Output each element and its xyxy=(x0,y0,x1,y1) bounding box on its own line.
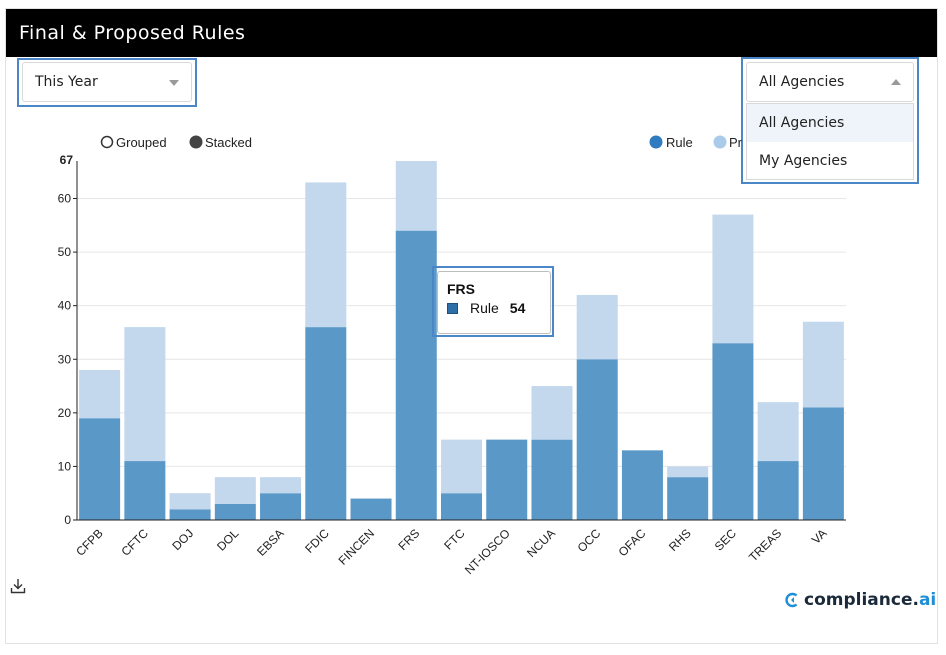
y-tick-label: 60 xyxy=(58,192,72,206)
download-icon[interactable] xyxy=(10,578,26,594)
bar-rule-ofac[interactable] xyxy=(621,450,663,520)
tooltip-swatch xyxy=(447,302,458,314)
bar-rule-rhs[interactable] xyxy=(667,477,709,520)
bar-rule-ebsa[interactable] xyxy=(260,493,302,520)
chevron-up-icon xyxy=(891,79,901,85)
y-tick-label: 50 xyxy=(58,245,72,259)
bar-proposed-ebsa[interactable] xyxy=(260,477,302,494)
x-tick-label: NCUA xyxy=(524,526,558,560)
y-axis-max-label: 67 xyxy=(60,153,74,167)
bar-proposed-ncua[interactable] xyxy=(531,386,573,440)
chevron-down-icon xyxy=(169,80,179,86)
bar-proposed-sec[interactable] xyxy=(712,214,754,344)
bar-proposed-dol[interactable] xyxy=(214,477,256,504)
bar-rule-fdic[interactable] xyxy=(305,327,347,520)
brand-suffix: ai xyxy=(918,590,937,610)
y-tick-label: 40 xyxy=(58,299,72,313)
y-tick-label: 10 xyxy=(58,459,72,473)
x-tick-label: SEC xyxy=(712,526,740,554)
bar-proposed-fdic[interactable] xyxy=(305,182,347,328)
bar-rule-cfpb[interactable] xyxy=(79,418,121,520)
bar-proposed-frs[interactable] xyxy=(395,161,437,231)
x-tick-label: EBSA xyxy=(254,526,287,559)
x-tick-label: DOL xyxy=(214,526,242,554)
bar-proposed-cftc[interactable] xyxy=(124,327,166,462)
mode-grouped-label: Grouped xyxy=(116,135,167,150)
bar-proposed-rhs[interactable] xyxy=(667,466,709,478)
brand-name: compliance. xyxy=(804,590,919,610)
tooltip-series: Rule xyxy=(470,300,499,316)
mode-stacked-label: Stacked xyxy=(205,135,252,150)
period-select-focus-ring xyxy=(17,58,197,107)
x-tick-label: FINCEN xyxy=(336,526,377,567)
bar-proposed-doj[interactable] xyxy=(169,493,211,510)
tooltip-value: 54 xyxy=(509,300,526,316)
legend-rule-dot-icon xyxy=(649,135,663,149)
agency-select-focus-ring xyxy=(741,57,919,184)
bar-proposed-ftc[interactable] xyxy=(441,439,482,494)
period-select[interactable]: This Year xyxy=(22,62,192,102)
y-tick-label: 0 xyxy=(64,513,71,527)
x-tick-label: CFTC xyxy=(118,526,151,559)
bar-proposed-occ[interactable] xyxy=(576,294,618,360)
x-tick-label: FDIC xyxy=(302,526,332,556)
bar-proposed-va[interactable] xyxy=(802,321,844,408)
bar-rule-va[interactable] xyxy=(802,407,844,520)
mode-option-stacked[interactable]: Stacked xyxy=(189,135,252,150)
chart-tooltip: FRS Rule 54 xyxy=(437,271,551,334)
tooltip-row: Rule 54 xyxy=(447,300,550,316)
x-tick-label: DOJ xyxy=(169,526,196,553)
x-tick-label: OFAC xyxy=(616,526,649,559)
bar-rule-doj[interactable] xyxy=(169,509,211,520)
bar-rule-fincen[interactable] xyxy=(350,498,392,520)
agency-select[interactable]: All Agencies xyxy=(746,62,914,102)
agency-select-menu: All Agencies My Agencies xyxy=(746,103,914,180)
mode-option-grouped[interactable]: Grouped xyxy=(100,135,167,150)
tooltip-focus-ring xyxy=(432,266,554,337)
y-tick-label: 30 xyxy=(58,352,72,366)
x-tick-label: OCC xyxy=(575,526,604,555)
x-tick-label: FTC xyxy=(441,526,468,553)
panel-title: Final & Proposed Rules xyxy=(6,9,937,57)
brand-logo: compliance. ai xyxy=(785,588,936,612)
bar-rule-ftc[interactable] xyxy=(441,493,482,520)
bar-rule-frs[interactable] xyxy=(395,230,437,520)
legend-rule-label: Rule xyxy=(666,135,693,150)
bar-rule-nt-iosco[interactable] xyxy=(486,439,528,520)
x-tick-label: FRS xyxy=(396,526,423,553)
bar-rule-cftc[interactable] xyxy=(124,461,166,520)
y-tick-label: 20 xyxy=(58,406,72,420)
period-select-value: This Year xyxy=(35,74,98,90)
x-tick-label: TREAS xyxy=(746,526,784,564)
agency-option-all[interactable]: All Agencies xyxy=(747,104,913,142)
legend-proposed-label: Pr xyxy=(729,135,743,150)
bar-rule-treas[interactable] xyxy=(757,461,799,520)
bar-rule-ncua[interactable] xyxy=(531,439,573,520)
bar-rule-sec[interactable] xyxy=(712,343,754,520)
compliance-logo-icon xyxy=(785,592,798,608)
bar-rule-occ[interactable] xyxy=(576,359,618,520)
radio-empty-icon[interactable] xyxy=(100,135,114,149)
chart-axes: 67 xyxy=(60,153,846,521)
agency-select-value: All Agencies xyxy=(759,74,845,90)
agency-option-mine[interactable]: My Agencies xyxy=(759,153,848,169)
chart-bars xyxy=(79,161,844,520)
legend-item-proposed[interactable]: Pr xyxy=(713,135,743,150)
legend-item-rule[interactable]: Rule xyxy=(649,135,693,150)
x-tick-label: NT-IOSCO xyxy=(462,526,513,577)
bar-proposed-treas[interactable] xyxy=(757,402,799,462)
radio-filled-icon[interactable] xyxy=(189,135,203,149)
x-tick-label: RHS xyxy=(666,526,694,554)
x-tick-label: VA xyxy=(809,526,830,547)
x-axis-labels: CFPB CFTC DOJ DOL EBSA FDIC FINCEN FRS FTCNT-IOS… xyxy=(73,526,829,577)
x-tick-label: CFPB xyxy=(73,526,106,559)
legend-proposed-dot-icon xyxy=(713,135,727,149)
y-axis-ticks: 0 10 20 30 40 50 60 xyxy=(58,192,77,527)
tooltip-title: FRS xyxy=(447,281,475,297)
bar-proposed-cfpb[interactable] xyxy=(79,369,121,419)
bar-rule-dol[interactable] xyxy=(214,503,256,520)
